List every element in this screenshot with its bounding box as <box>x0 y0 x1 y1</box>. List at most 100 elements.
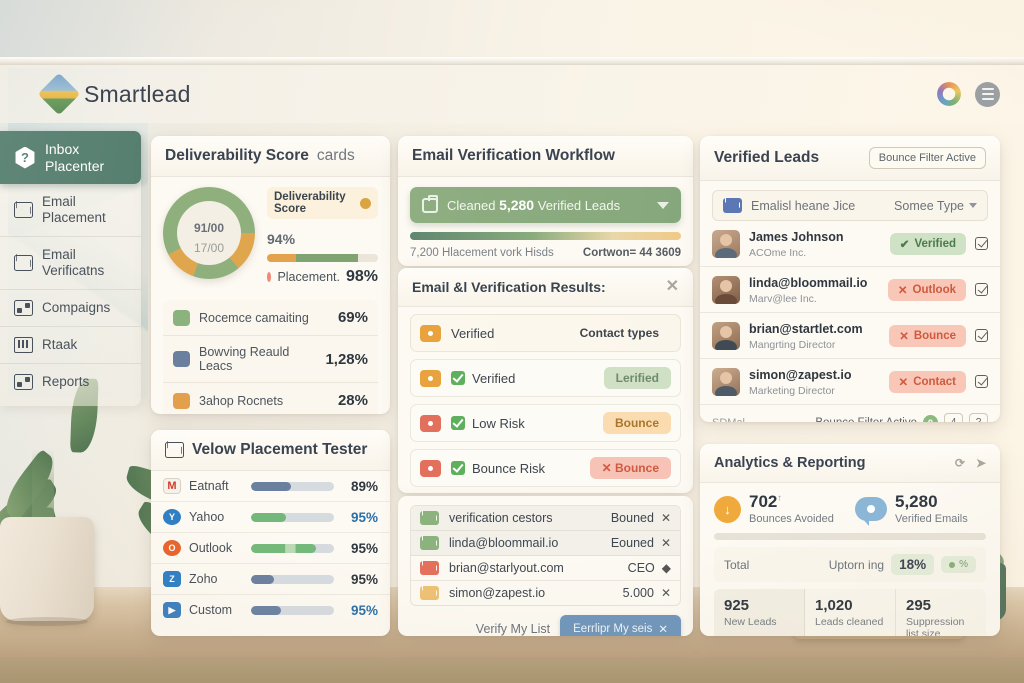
tester-provider: Eatnaft <box>189 479 229 493</box>
bounce-filter-pill[interactable]: Bounce Filter Active <box>868 147 986 169</box>
leads-search-row[interactable]: Emalisl heane Jice Somee Type <box>712 190 988 221</box>
send-icon[interactable]: ➤ <box>975 456 986 470</box>
cleaned-leads-banner[interactable]: Cleaned 5,280 Verified Leads <box>410 187 681 223</box>
sidebar-item-compaigns[interactable]: Compaigns <box>0 290 141 327</box>
sidebar-item-email-verifications[interactable]: Email Verificatns <box>0 237 141 290</box>
refresh-icon[interactable]: ⟳ <box>954 456 965 470</box>
tester-bar <box>251 512 334 522</box>
lead-row[interactable]: brian@startlet.com Mangrting Director ✕ B… <box>700 313 1000 359</box>
analytics-total-row: Total Uptorn ing 18% % <box>714 547 986 582</box>
stat-label: Verified Emails <box>895 513 968 525</box>
analytics-reporting-card: Analytics & Reporting ⟳ ➤ ↓ 702↑ Bounces … <box>700 444 1000 636</box>
sidebar-item-label: Reports <box>42 373 90 389</box>
deliverability-gauge: 91/00 17/00 <box>163 187 255 279</box>
results-row[interactable]: Low Risk Bounce <box>410 404 681 442</box>
verify-my-list-button[interactable]: Eerrlipr My seis ✕ <box>560 615 681 636</box>
workflow-title: Email Verification Workflow <box>398 136 693 177</box>
orange-square-icon <box>420 369 441 387</box>
close-icon[interactable]: ✕ <box>660 511 671 525</box>
leads-footer-button-1[interactable]: 4 <box>944 413 963 422</box>
tester-value: 89% <box>350 478 378 494</box>
sidebar-item-reports[interactable]: Reports <box>0 364 141 400</box>
sidebar-item-email-placement[interactable]: Email Placement <box>0 184 141 237</box>
checked-box-icon[interactable] <box>975 237 988 250</box>
color-ring-icon[interactable] <box>937 82 961 106</box>
list-item[interactable]: linda@bloommail.io Eouned ✕ <box>411 531 680 556</box>
metric-value: 69% <box>337 309 368 327</box>
placement-row: Placement. 98% <box>267 268 378 286</box>
metric-row[interactable]: Bowving Reauld Leacs 1,28% <box>163 336 378 384</box>
sidebar-item-inbox-placenter[interactable]: ? Inbox Placenter <box>0 131 141 185</box>
metric-value: 1,28% <box>325 350 368 368</box>
deliverability-big-unit: % <box>282 231 296 247</box>
verify-button-label: Eerrlipr My seis <box>573 623 653 635</box>
results-row[interactable]: Bounce Risk ✕ Bounce <box>410 449 681 487</box>
metric-row[interactable]: Rocemce camaiting 69% <box>163 300 378 337</box>
potted-plant-left <box>0 356 224 626</box>
checked-box-icon[interactable] <box>975 283 988 296</box>
sidebar-item-label: Email Placement <box>42 194 106 225</box>
cell-value: 1,020 <box>815 597 853 614</box>
wall-upper <box>0 0 1024 58</box>
lead-row[interactable]: linda@bloommail.io Marv@lee Inc. ✕ Outloo… <box>700 267 1000 313</box>
tester-row[interactable]: O Outlook 95% <box>151 533 390 564</box>
tester-row[interactable]: Y Yahoo 95% <box>151 502 390 533</box>
green-badge-icon <box>173 309 190 326</box>
envelope-icon <box>723 198 742 213</box>
gmail-icon: M <box>163 478 181 494</box>
card-title: Deliverability Score cards <box>151 136 390 177</box>
metric-value: 28% <box>337 392 368 410</box>
diamond-icon[interactable]: ◆ <box>661 561 671 575</box>
list-item[interactable]: verification cestors Bouned ✕ <box>411 506 680 531</box>
stat-value: 702 <box>749 492 778 511</box>
avatar <box>712 275 740 304</box>
lead-row[interactable]: simon@zapest.io Marketing Director ✕ Cont… <box>700 359 1000 405</box>
avatar <box>712 229 740 258</box>
chevron-down-icon[interactable] <box>657 201 669 209</box>
header-actions <box>937 81 1000 107</box>
tester-row[interactable]: M Eatnaft 89% <box>151 471 390 502</box>
leads-footer-status: Bounce Filter Active <box>815 417 917 423</box>
bounce-shield-icon: ↓ <box>714 495 741 523</box>
trend-value: % <box>959 559 968 570</box>
leads-footer-help-button[interactable]: ? <box>969 413 988 422</box>
close-icon[interactable]: ✕ <box>660 586 671 600</box>
checked-box-icon[interactable] <box>975 329 988 342</box>
analytics-cell-leads-cleaned[interactable]: 1,020 Leads cleaned <box>805 589 896 636</box>
stat-bounces-avoided: ↓ 702↑ Bounces Avoided <box>714 492 845 525</box>
leads-footer-count: 9 <box>923 415 938 422</box>
deliverability-score-chip: Deliverability Score <box>267 187 378 219</box>
close-icon[interactable]: ✕ <box>660 536 671 550</box>
sidebar-item-rtaak[interactable]: Rtaak <box>0 327 141 364</box>
deliverability-progress-bar <box>267 254 378 263</box>
verify-my-list-link[interactable]: Verify My List <box>475 622 551 636</box>
results-badge: Lerified <box>603 367 671 389</box>
type-filter-label[interactable]: Somee Type <box>894 198 964 213</box>
results-row[interactable]: Verified Lerified <box>410 359 681 397</box>
chevron-down-icon[interactable] <box>969 203 977 208</box>
gauge-suffix: /00 <box>207 220 225 235</box>
tester-value: 95% <box>350 509 378 525</box>
lead-name: linda@bloommail.io <box>749 276 868 290</box>
orange-badge-icon <box>173 392 190 409</box>
analytics-cell-new-leads[interactable]: 925 New Leads <box>714 589 805 636</box>
hamburger-menu-icon[interactable] <box>975 81 1000 107</box>
tester-row[interactable]: ▶ Custom 95% <box>151 595 390 625</box>
analytics-cell-suppression[interactable]: 295 Suppression list size <box>896 589 986 636</box>
placement-label: Placement. <box>277 270 340 285</box>
metric-row[interactable]: 3ahop Rocnets 28% <box>163 383 378 414</box>
list-item[interactable]: simon@zapest.io 5.000 ✕ <box>411 581 680 605</box>
avatar <box>712 367 740 396</box>
checked-box-icon[interactable] <box>975 375 988 388</box>
close-icon[interactable]: ✕ <box>665 278 679 295</box>
search-input[interactable]: Emalisl heane Jice <box>751 198 856 213</box>
list-email: linda@bloommail.io <box>449 536 559 550</box>
uptorn-label: Uptorn ing <box>828 557 885 572</box>
list-item[interactable]: brian@starlyout.com CEO ◆ <box>411 556 680 581</box>
lead-row[interactable]: James Johnson ACOme Inc. ✔ Verified <box>700 221 1000 267</box>
green-envelope-icon <box>420 511 439 525</box>
workflow-progress-bar <box>410 232 681 240</box>
badge-label: Outlook <box>912 283 956 296</box>
x-icon: ✕ <box>897 284 908 297</box>
tester-row[interactable]: Z Zoho 95% <box>151 564 390 595</box>
